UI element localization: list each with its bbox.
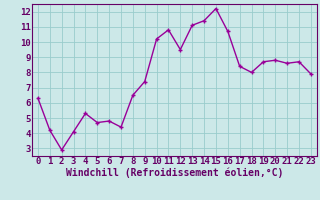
X-axis label: Windchill (Refroidissement éolien,°C): Windchill (Refroidissement éolien,°C) xyxy=(66,168,283,178)
